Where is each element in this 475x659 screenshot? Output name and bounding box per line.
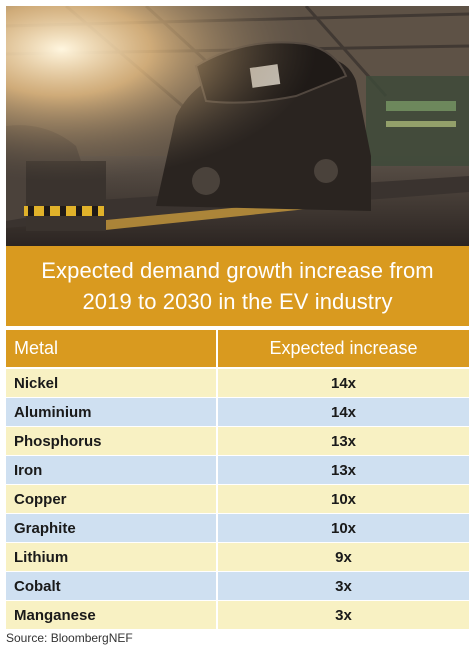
metal-name: Nickel [14,374,59,392]
expected-increase-value: 10x [216,485,469,513]
expected-increase-value: 14x [216,369,469,397]
metal-name: Phosphorus [14,432,102,450]
factory-photo [6,6,469,246]
table-row: Phosphorus 13x [6,427,469,456]
metal-name: Graphite [14,519,76,537]
table-row: Lithium 9x [6,543,469,572]
expected-increase-value: 13x [216,427,469,455]
metal-name: Copper [14,490,67,508]
table-row: Copper 10x [6,485,469,514]
title-band: Expected demand growth increase from 201… [6,246,469,326]
expected-increase-value: 13x [216,456,469,484]
page-title: Expected demand growth increase from 201… [41,258,434,314]
table-row: Manganese 3x [6,601,469,630]
table-row: Cobalt 3x [6,572,469,601]
metal-name: Lithium [14,548,69,566]
header-expected-increase: Expected increase [216,330,469,367]
metal-name: Aluminium [14,403,92,421]
expected-increase-value: 10x [216,514,469,542]
table-row: Graphite 10x [6,514,469,543]
table-row: Nickel 14x [6,369,469,398]
expected-increase-value: 14x [216,398,469,426]
header-metal: Metal [14,338,59,358]
table-row: Iron 13x [6,456,469,485]
table-header: Metal Expected increase [6,330,469,369]
metal-name: Cobalt [14,577,61,595]
table-row: Aluminium 14x [6,398,469,427]
expected-increase-value: 9x [216,543,469,571]
source-note: Source: BloombergNEF [6,631,133,645]
metals-table: Metal Expected increase Nickel 14x Alumi… [6,330,469,630]
expected-increase-value: 3x [216,572,469,600]
metal-name: Iron [14,461,43,479]
expected-increase-value: 3x [216,601,469,629]
metal-name: Manganese [14,606,96,624]
